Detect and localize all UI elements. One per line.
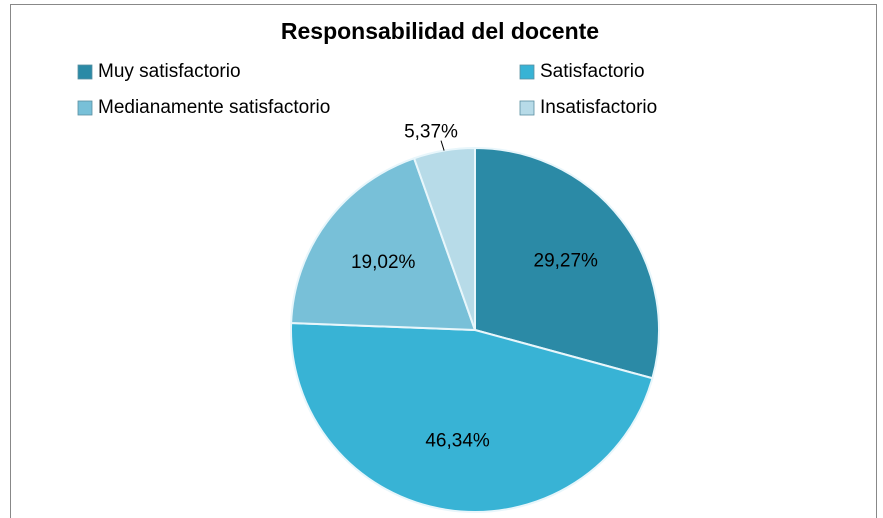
legend-swatch: [519, 64, 535, 80]
chart-title: Responsabilidad del docente: [281, 18, 599, 44]
legend-label: Medianamente satisfactorio: [98, 97, 330, 118]
legend-label: Muy satisfactorio: [98, 61, 241, 82]
legend-swatch: [519, 100, 535, 116]
data-label: 5,37%: [404, 122, 458, 143]
legend-label: Insatisfactorio: [540, 97, 657, 118]
legend-swatch: [77, 100, 93, 116]
data-label: 29,27%: [534, 251, 599, 272]
legend-swatch: [77, 64, 93, 80]
legend-label: Satisfactorio: [540, 61, 645, 82]
data-label: 19,02%: [351, 252, 416, 273]
pie-slice: [290, 321, 654, 513]
leader-line: [440, 140, 445, 151]
data-label: 46,34%: [425, 431, 490, 452]
pie-slice: [474, 146, 660, 380]
